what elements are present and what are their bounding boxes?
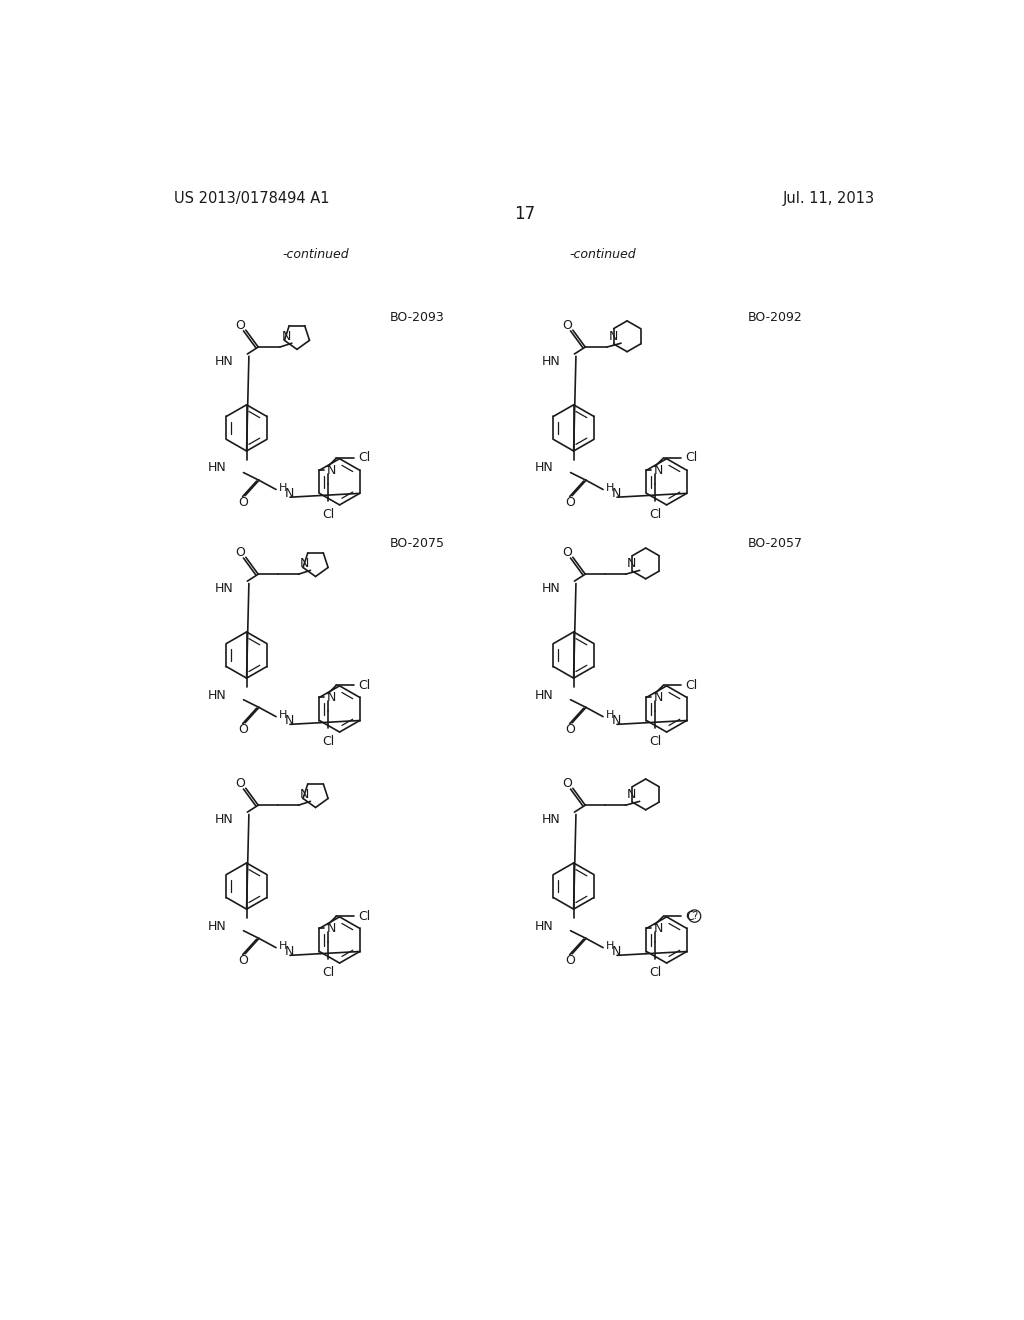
Text: N: N <box>608 330 617 343</box>
Text: BO-2075: BO-2075 <box>390 537 445 550</box>
Text: Cl: Cl <box>358 909 371 923</box>
Text: N: N <box>285 714 294 727</box>
Text: H: H <box>606 483 614 492</box>
Text: -continued: -continued <box>569 248 636 261</box>
Text: N: N <box>654 690 664 704</box>
Text: HN: HN <box>542 813 560 826</box>
Text: Cl: Cl <box>322 735 334 748</box>
Text: H: H <box>280 941 288 952</box>
Text: HN: HN <box>215 355 233 368</box>
Text: 17: 17 <box>514 205 536 223</box>
Text: N: N <box>611 945 621 958</box>
Text: BO-2092: BO-2092 <box>748 312 803 325</box>
Text: US 2013/0178494 A1: US 2013/0178494 A1 <box>174 191 330 206</box>
Text: N: N <box>611 487 621 500</box>
Text: BO-2057: BO-2057 <box>748 537 803 550</box>
Text: HN: HN <box>215 813 233 826</box>
Text: C: C <box>685 909 694 923</box>
Text: O: O <box>565 723 575 737</box>
Text: Cl: Cl <box>358 678 371 692</box>
Text: O: O <box>562 319 572 333</box>
Text: HN: HN <box>535 920 554 933</box>
Text: HN: HN <box>535 689 554 702</box>
Text: O: O <box>236 319 246 333</box>
Text: Cl: Cl <box>649 735 662 748</box>
Text: HN: HN <box>542 582 560 595</box>
Text: H: H <box>280 483 288 492</box>
Text: Cl: Cl <box>649 966 662 979</box>
Text: O: O <box>565 496 575 510</box>
Text: HN: HN <box>208 920 226 933</box>
Text: HN: HN <box>208 689 226 702</box>
Text: O: O <box>562 546 572 560</box>
Text: O: O <box>239 723 249 737</box>
Text: N: N <box>285 945 294 958</box>
Text: O: O <box>236 546 246 560</box>
Text: Jul. 11, 2013: Jul. 11, 2013 <box>783 191 876 206</box>
Text: O: O <box>565 954 575 968</box>
Text: N: N <box>627 788 637 801</box>
Text: O: O <box>239 496 249 510</box>
Text: H: H <box>606 941 614 952</box>
Text: O: O <box>236 777 246 791</box>
Text: N: N <box>627 557 637 570</box>
Text: HN: HN <box>208 462 226 474</box>
Text: HN: HN <box>535 462 554 474</box>
Text: N: N <box>654 921 664 935</box>
Text: N: N <box>611 714 621 727</box>
Text: -continued: -continued <box>283 248 349 261</box>
Text: N: N <box>282 330 291 343</box>
Text: N: N <box>654 463 664 477</box>
Text: N: N <box>328 921 337 935</box>
Text: Cl: Cl <box>358 451 371 465</box>
Text: HN: HN <box>215 582 233 595</box>
Text: HN: HN <box>542 355 560 368</box>
Text: O: O <box>239 954 249 968</box>
Text: Cl: Cl <box>649 508 662 521</box>
Text: N: N <box>300 788 309 801</box>
Text: N: N <box>328 690 337 704</box>
Text: N: N <box>328 463 337 477</box>
Text: Cl: Cl <box>322 966 334 979</box>
Text: ?: ? <box>692 911 697 921</box>
Text: Cl: Cl <box>685 678 697 692</box>
Text: N: N <box>300 557 309 570</box>
Text: BO-2093: BO-2093 <box>390 312 444 325</box>
Text: Cl: Cl <box>685 451 697 465</box>
Text: N: N <box>285 487 294 500</box>
Text: Cl: Cl <box>322 508 334 521</box>
Text: H: H <box>280 710 288 721</box>
Text: H: H <box>606 710 614 721</box>
Text: O: O <box>562 777 572 791</box>
